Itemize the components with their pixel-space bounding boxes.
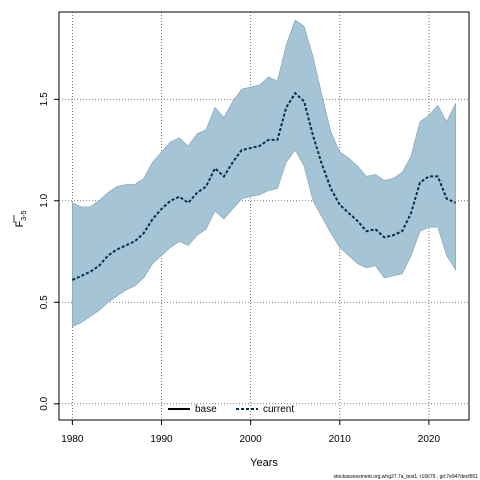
y-axis: 0.0 0.5 1.0 1.5 <box>39 92 59 411</box>
legend-current-label: current <box>263 404 294 415</box>
x-tick-label-1990: 1990 <box>150 434 173 445</box>
svg-text:F3-5: F3-5 <box>14 210 28 227</box>
y-tick-label-3: 1.5 <box>39 92 50 106</box>
legend: base current <box>168 404 294 415</box>
x-tick-label-2000: 2000 <box>240 434 263 445</box>
x-axis-title: Years <box>250 457 278 469</box>
confidence-band <box>72 19 456 328</box>
x-tick-label-2020: 2020 <box>418 434 441 445</box>
x-tick-label-2010: 2010 <box>329 434 352 445</box>
y-axis-title: F3-5 <box>13 210 28 227</box>
plot-frame <box>58 11 470 421</box>
x-axis: 1980 1990 2000 2010 2020 <box>61 420 440 445</box>
y-axis-title-main: F <box>14 220 26 227</box>
footer-note: stockassessment.org,whg27.7a_test1, r166… <box>333 474 478 480</box>
series-group <box>71 91 457 281</box>
legend-base-label: base <box>195 404 217 415</box>
series-line-current <box>71 91 457 281</box>
y-tick-label-0: 0.0 <box>39 396 50 410</box>
confidence-band-group <box>72 19 456 328</box>
y-tick-label-2: 1.0 <box>39 193 50 207</box>
x-tick-label-1980: 1980 <box>61 434 84 445</box>
y-tick-label-1: 0.5 <box>39 295 50 309</box>
y-axis-title-subscript: 3-5 <box>21 210 28 220</box>
